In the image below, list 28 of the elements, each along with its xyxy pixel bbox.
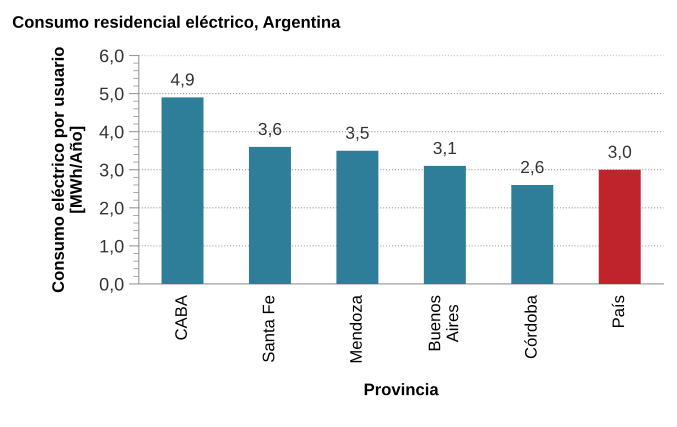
bar: [248, 146, 291, 284]
bar: [336, 150, 378, 284]
y-tick-label: 6,0: [100, 49, 124, 64]
x-tick-label: País: [612, 296, 624, 328]
data-label: 3,6: [258, 122, 282, 138]
data-label: 3,0: [608, 146, 632, 160]
bar: [162, 97, 204, 284]
data-label: 3,1: [433, 142, 456, 156]
data-label: 2,6: [521, 160, 544, 176]
y-tick-label: 1,0: [100, 240, 124, 255]
x-tick-label: CABA: [175, 295, 187, 340]
x-tick-label: Buenos Aires: [428, 296, 458, 350]
chart-title: Consumo residencial eléctrico, Argentina: [12, 16, 340, 32]
y-tick-label: 5,0: [100, 88, 124, 102]
x-tick-label: Mendoza: [350, 295, 362, 362]
y-tick-label: 4,0: [100, 126, 124, 141]
y-axis-title: Consumo eléctrico por usuario [MWh/Año]: [52, 47, 86, 292]
bar: [598, 170, 641, 284]
x-tick-label: Santa Fe: [262, 296, 274, 362]
y-tick-label: 3,0: [100, 164, 124, 179]
x-axis-title: Provincia: [364, 383, 439, 396]
y-tick-label: 0,0: [100, 278, 124, 293]
data-label: 4,9: [170, 73, 194, 88]
data-label: 3,5: [346, 126, 369, 141]
y-tick-label: 2,0: [100, 202, 124, 217]
x-tick-label: Córdoba: [524, 295, 537, 358]
bar: [511, 184, 554, 284]
bar: [424, 166, 466, 284]
